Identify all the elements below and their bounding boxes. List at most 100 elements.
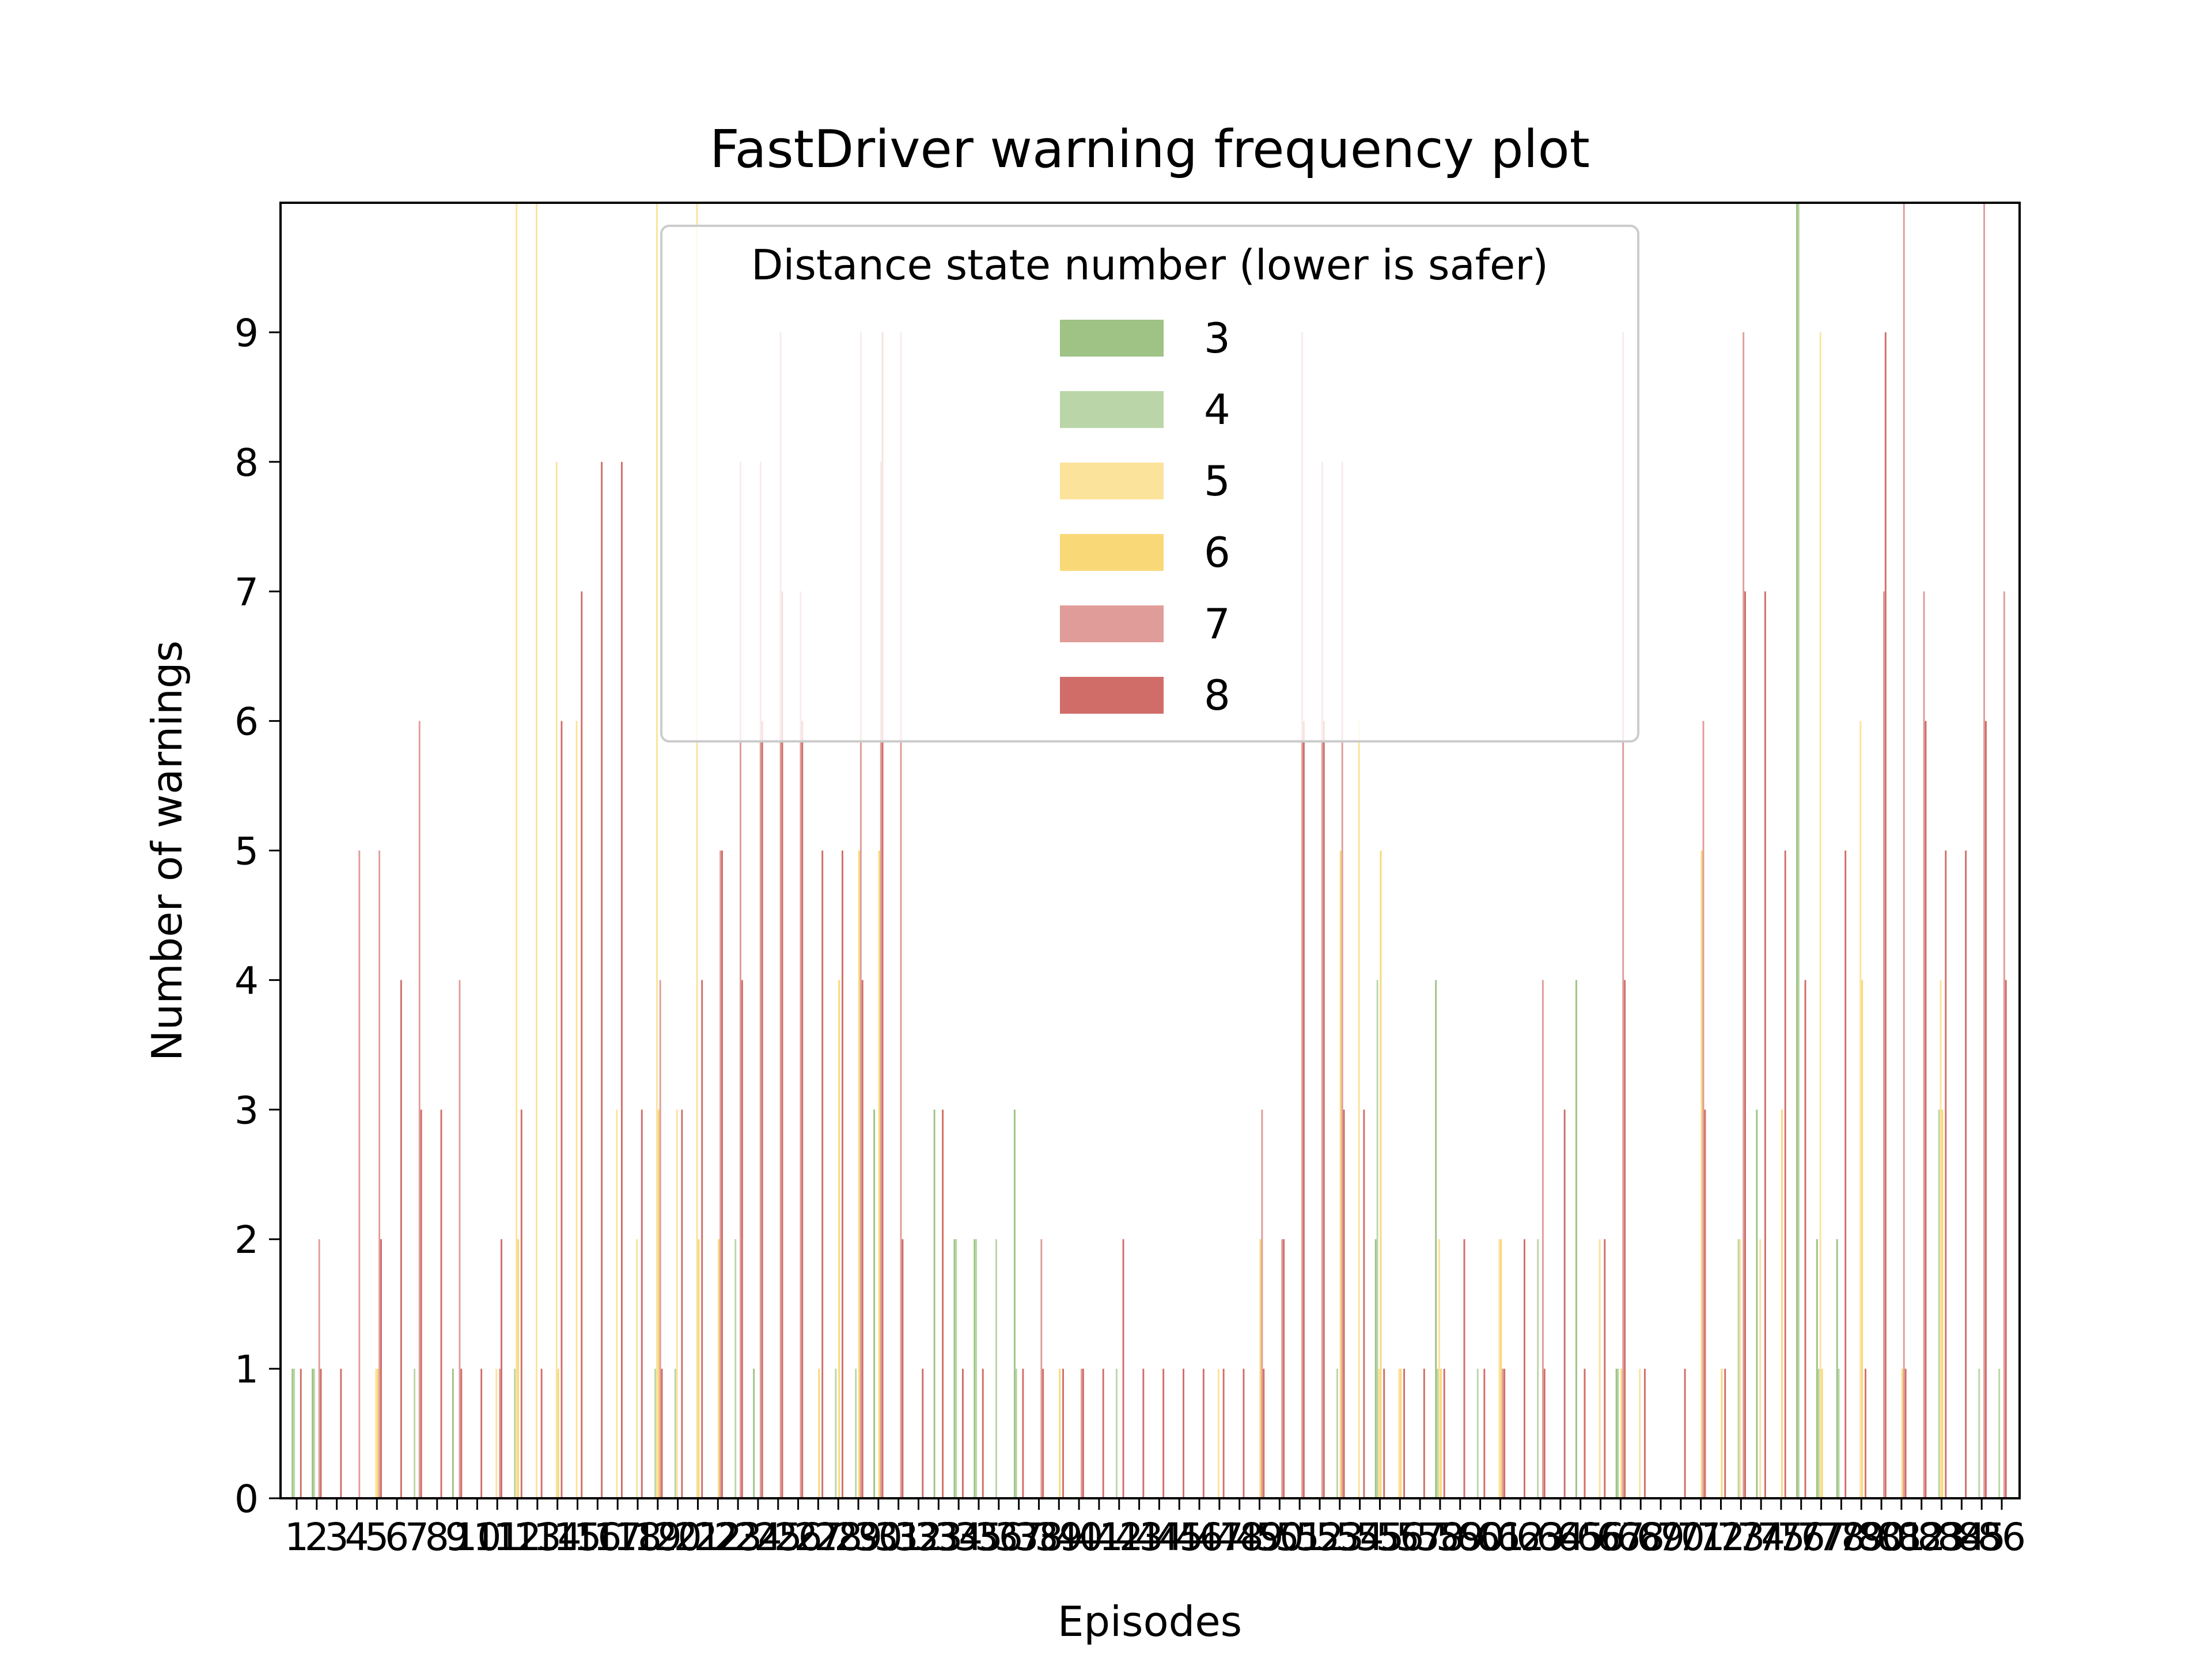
bar-ep30-state8 [881, 332, 884, 1498]
bar-ep5-state8 [380, 1239, 382, 1498]
bar-ep9-state8 [460, 1369, 463, 1498]
bar-ep1-state4 [293, 1369, 296, 1498]
y-tick-label: 5 [234, 830, 259, 874]
x-tick-label: 68 [1616, 1515, 1665, 1559]
bar-ep82-state8 [1925, 721, 1927, 1498]
x-tick-label: 61 [1476, 1515, 1524, 1559]
bar-ep14-state6 [557, 1369, 559, 1498]
bar-ep37-state4 [1015, 1369, 1017, 1498]
bar-ep2-state3 [312, 1369, 314, 1498]
bar-ep40-state8 [1082, 1369, 1084, 1498]
bar-ep55-state6 [1380, 850, 1382, 1498]
bar-ep65-state3 [1575, 980, 1577, 1498]
x-tick-label: 9 [445, 1515, 469, 1559]
bar-ep58-state5 [1438, 1239, 1440, 1498]
bar-ep12-state5 [516, 203, 518, 1498]
x-tick-label: 44 [1135, 1515, 1183, 1559]
bar-ep19-state5 [656, 203, 658, 1498]
x-tick-label: 64 [1536, 1515, 1585, 1559]
bar-ep2-state8 [320, 1369, 322, 1498]
legend: Distance state number (lower is safer) 3… [660, 225, 1639, 743]
bar-ep21-state8 [701, 980, 703, 1498]
bar-ep11-state8 [501, 1239, 502, 1498]
x-tick-label: 12 [493, 1515, 541, 1559]
bar-ep55-state8 [1383, 1369, 1385, 1498]
bar-ep28-state6 [838, 980, 840, 1498]
x-tick-label: 67 [1596, 1515, 1645, 1559]
bar-ep55-state3 [1374, 1239, 1377, 1498]
bar-ep61-state6 [1500, 1239, 1502, 1498]
bar-ep20-state5 [676, 1109, 678, 1498]
bar-ep77-state4 [1817, 1369, 1820, 1498]
bar-ep38-state7 [1040, 1239, 1043, 1498]
legend-swatch-7 [1060, 605, 1164, 642]
bar-ep63-state8 [1543, 1369, 1546, 1498]
bar-ep13-state8 [540, 1369, 543, 1498]
bar-ep81-state6 [1901, 1369, 1903, 1498]
bar-ep4-state7 [358, 850, 361, 1498]
x-tick-label: 49 [1236, 1515, 1284, 1559]
bar-ep43-state8 [1142, 1369, 1145, 1498]
bar-ep52-state8 [1323, 721, 1325, 1498]
x-tick-label: 33 [914, 1515, 963, 1559]
bar-ep19-state8 [661, 1369, 663, 1498]
bar-ep80-state8 [1884, 332, 1887, 1498]
x-tick-label: 10 [453, 1515, 501, 1559]
bar-ep54-state8 [1363, 1109, 1365, 1498]
bar-ep58-state4 [1437, 1369, 1439, 1498]
x-tick-label: 16 [573, 1515, 622, 1559]
bar-ep53-state8 [1343, 1109, 1345, 1498]
bar-ep15-state8 [581, 591, 583, 1498]
bar-ep40-state7 [1081, 1369, 1082, 1498]
x-tick-label: 43 [1115, 1515, 1164, 1559]
bar-ep42-state4 [1115, 1369, 1118, 1498]
bar-ep24-state8 [761, 721, 763, 1498]
bar-ep37-state3 [1013, 1109, 1016, 1498]
bar-ep25-state8 [781, 591, 783, 1498]
bar-ep67-state6 [1620, 1369, 1623, 1498]
bar-ep78-state3 [1836, 1239, 1838, 1498]
bar-ep65-state8 [1584, 1369, 1586, 1498]
x-tick-label: 40 [1055, 1515, 1103, 1559]
bar-ep11-state7 [499, 1369, 501, 1498]
bar-ep26-state7 [800, 591, 802, 1498]
bar-ep68-state8 [1643, 1369, 1646, 1498]
bar-ep38-state8 [1042, 1369, 1044, 1498]
bar-ep36-state4 [995, 1239, 997, 1498]
legend-title: Distance state number (lower is safer) [751, 241, 1548, 289]
bar-ep33-state3 [933, 1109, 935, 1498]
bar-ep30-state3 [873, 1109, 876, 1498]
bar-ep55-state5 [1378, 1369, 1380, 1498]
bar-ep23-state7 [740, 461, 741, 1498]
bar-ep66-state8 [1604, 1239, 1606, 1498]
x-tick-label: 29 [834, 1515, 882, 1559]
bar-ep13-state5 [535, 203, 537, 1498]
x-tick-label: 18 [613, 1515, 662, 1559]
bar-ep83-state4 [1938, 1109, 1940, 1498]
bar-ep75-state6 [1781, 1109, 1783, 1498]
x-tick-label: 1 [285, 1515, 309, 1559]
bar-ep7-state4 [414, 1369, 416, 1498]
bar-ep74-state5 [1759, 1239, 1762, 1498]
bar-ep5-state6 [377, 1369, 379, 1498]
bar-ep54-state5 [1358, 721, 1360, 1498]
bar-ep14-state5 [555, 461, 558, 1498]
x-tick-label: 66 [1577, 1515, 1625, 1559]
x-tick-label: 5 [365, 1515, 389, 1559]
bar-ep29-state4 [855, 1369, 857, 1498]
x-tick-label: 32 [895, 1515, 943, 1559]
x-tick-label: 73 [1717, 1515, 1765, 1559]
bar-ep79-state6 [1861, 980, 1863, 1498]
x-tick-label: 65 [1556, 1515, 1605, 1559]
legend-label-3: 3 [1204, 314, 1230, 362]
bar-ep34-state8 [961, 1369, 964, 1498]
bar-ep10-state8 [480, 1369, 483, 1498]
x-tick-label: 59 [1436, 1515, 1484, 1559]
x-tick-label: 63 [1516, 1515, 1565, 1559]
bar-ep33-state8 [942, 1109, 944, 1498]
bar-ep44-state8 [1162, 1369, 1165, 1498]
x-tick-label: 82 [1897, 1515, 1946, 1559]
bar-ep19-state6 [657, 1109, 660, 1498]
bar-ep76-state3 [1796, 203, 1798, 1498]
